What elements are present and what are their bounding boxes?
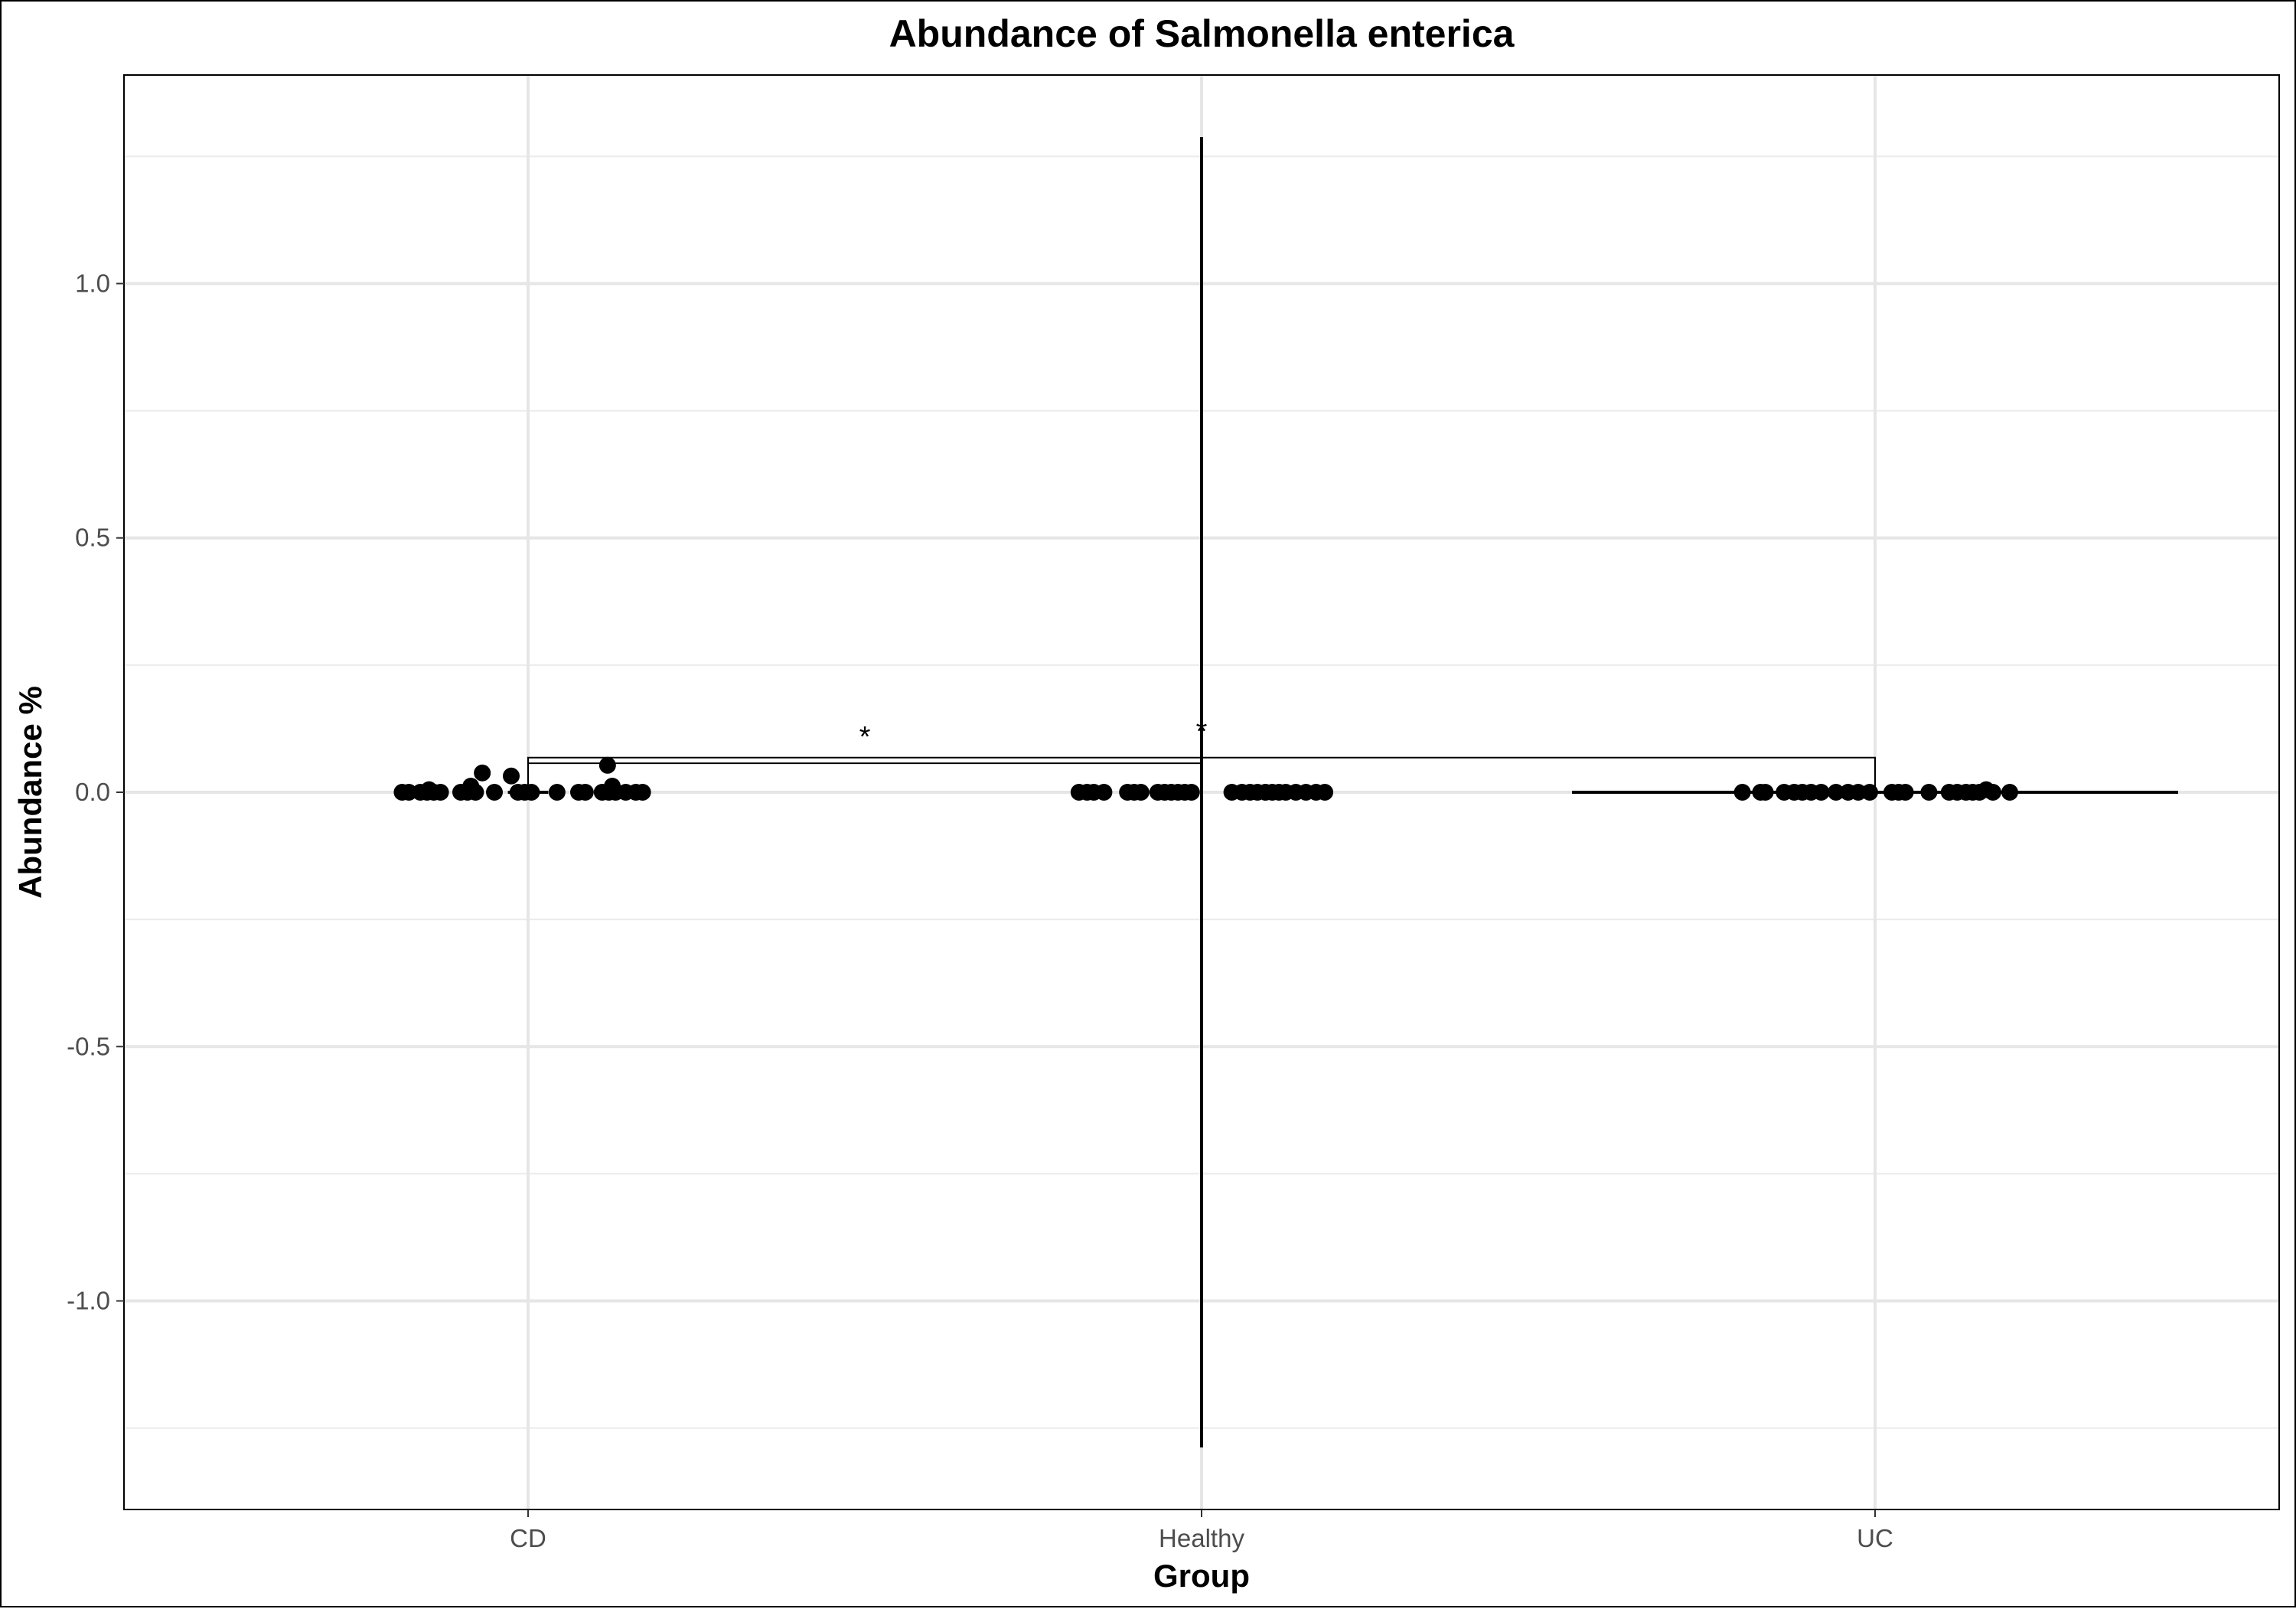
y-tick-label: -0.5 xyxy=(67,1032,110,1060)
chart-title: Abundance of Salmonella enterica xyxy=(889,12,1515,55)
data-point-uc xyxy=(1733,784,1751,801)
significance-brackets: * * xyxy=(527,716,1876,790)
x-axis-ticks: CD Healthy UC xyxy=(510,1509,1893,1552)
data-point-cd xyxy=(634,784,651,801)
y-tick-label: -1.0 xyxy=(67,1287,110,1315)
data-point-uc xyxy=(1896,784,1914,801)
data-point-cd xyxy=(432,784,449,801)
x-tick-label: CD xyxy=(510,1524,546,1552)
data-point-healthy xyxy=(1316,784,1334,801)
data-points xyxy=(393,756,2018,801)
x-axis-title: Group xyxy=(1153,1558,1250,1594)
y-axis-title: Abundance % xyxy=(12,686,48,899)
data-point-cd xyxy=(474,764,491,782)
y-tick-label: 1.0 xyxy=(75,269,110,297)
data-point-uc xyxy=(1756,784,1774,801)
data-point-uc xyxy=(1985,784,2001,801)
data-point-cd xyxy=(523,784,540,801)
data-point-cd xyxy=(598,756,616,774)
data-point-uc xyxy=(1861,784,1878,801)
y-tick-label: 0.5 xyxy=(75,524,110,552)
data-point-cd xyxy=(486,784,503,801)
significance-label: * xyxy=(1196,716,1208,748)
data-point-uc xyxy=(2001,784,2018,801)
y-tick-label: 0.0 xyxy=(75,778,110,806)
data-point-cd xyxy=(548,784,566,801)
significance-label: * xyxy=(859,721,871,753)
data-point-cd xyxy=(467,784,484,801)
x-tick-label: UC xyxy=(1857,1524,1893,1552)
data-point-healthy xyxy=(1095,784,1113,801)
data-point-cd xyxy=(503,767,520,785)
x-tick-label: Healthy xyxy=(1159,1524,1244,1552)
data-point-cd xyxy=(576,784,594,801)
data-point-healthy xyxy=(1132,784,1150,801)
data-point-uc xyxy=(1920,784,1938,801)
data-point-uc xyxy=(1827,784,1844,801)
data-point-uc xyxy=(1812,784,1830,801)
data-point-healthy xyxy=(1182,784,1200,801)
comparison-bracket xyxy=(527,756,1876,790)
y-axis-ticks: -1.0 -0.5 0.0 0.5 1.0 xyxy=(67,269,124,1315)
